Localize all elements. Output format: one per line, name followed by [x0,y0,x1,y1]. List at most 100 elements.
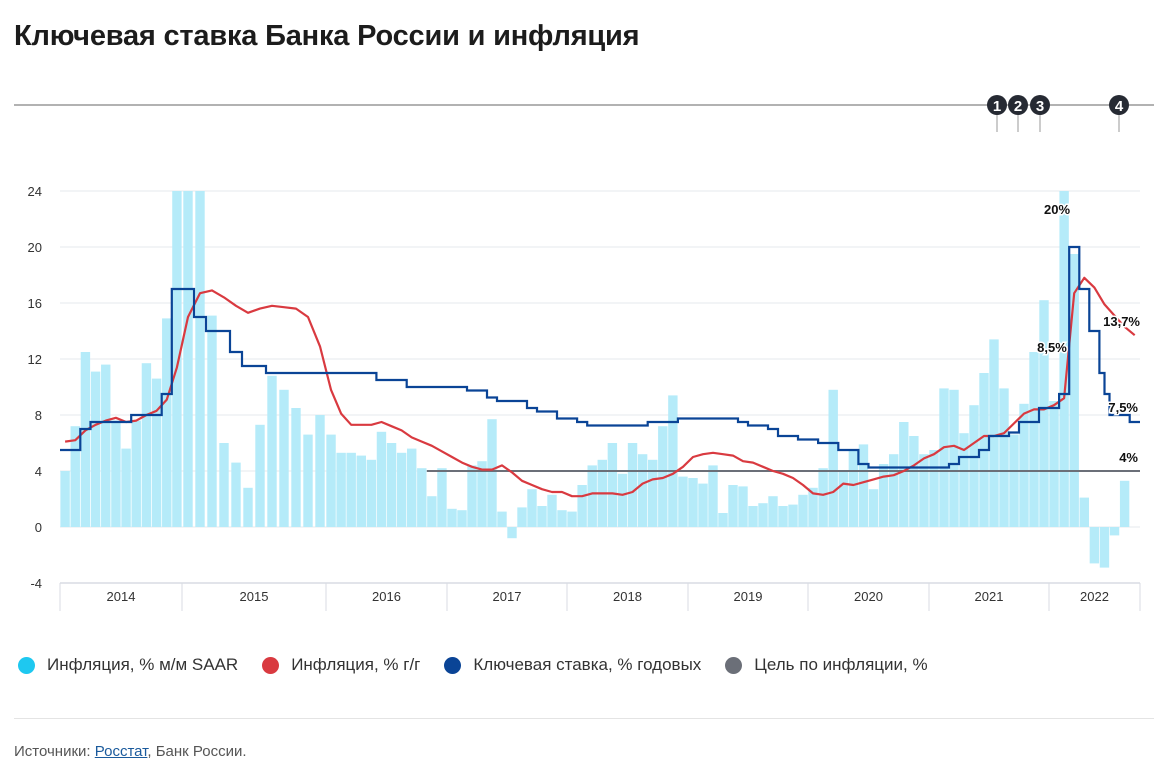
bar-mom-saar [557,510,567,527]
x-year-label: 2021 [975,589,1004,604]
bar-mom-saar [231,462,241,527]
bar-mom-saar [1109,527,1120,536]
bar-mom-saar [1009,434,1019,527]
bar-mom-saar [207,315,217,527]
rosstat-link[interactable]: Росстат [94,743,148,760]
legend-dot-icon [262,656,280,674]
line-yoy-inflation [64,276,1136,498]
bar-mom-saar [131,420,141,527]
bar-mom-saar [497,511,507,527]
bar-mom-saar [969,405,979,527]
bar-mom-saar [1119,480,1130,527]
bar-mom-saar [326,434,336,527]
bar-mom-saar [90,371,101,527]
bar-mom-saar [1039,300,1049,527]
bar-mom-saar [487,419,497,527]
annotation-label: 13,7% [1103,314,1140,329]
bar-mom-saar [467,465,477,527]
bar-mom-saar [999,388,1009,527]
bar-mom-saar [267,375,277,527]
x-year-label: 2022 [1080,589,1109,604]
bar-mom-saar [698,483,708,527]
y-tick-label: 24 [28,184,42,199]
bar-mom-saar [818,468,828,527]
y-tick-label: 16 [28,296,42,311]
legend-item-mom-saar[interactable]: Инфляция, % м/м SAAR [18,655,238,675]
bar-mom-saar [121,448,131,527]
annotation-label: 4% [1119,450,1138,465]
bar-mom-saar [141,363,152,527]
bar-mom-saar [517,507,527,527]
bar-mom-saar [1089,527,1100,564]
bar-mom-saar [939,388,949,527]
legend-item-yoy[interactable]: Инфляция, % г/г [262,655,420,675]
bar-mom-saar [315,415,325,527]
annotation-label: 20% [1044,202,1070,217]
divider [14,718,1154,719]
bar-mom-saar [303,434,313,527]
bar-mom-saar [848,450,859,527]
legend-label: Цель по инфляции, % [754,655,928,674]
bar-mom-saar [919,454,929,527]
bar-mom-saar [346,452,356,527]
legend-item-key-rate[interactable]: Ключевая ставка, % годовых [444,655,701,675]
bar-mom-saar [80,352,91,527]
bar-mom-saar [336,452,346,527]
bar-mom-saar [376,431,387,527]
y-tick-label: -4 [30,576,42,591]
x-year-label: 2020 [854,589,883,604]
bar-mom-saar [507,527,517,539]
legend-item-target[interactable]: Цель по инфляции, % [725,655,928,675]
bar-mom-saar [889,454,899,527]
bar-mom-saar [1029,352,1039,527]
marker-label[interactable]: 2 [1014,98,1022,115]
bar-mom-saar [1099,527,1110,568]
bar-mom-saar [366,459,377,527]
bar-mom-saar [929,450,939,527]
bar-mom-saar [688,478,698,527]
bar-mom-saar [1069,254,1079,527]
bar-mom-saar [718,513,728,527]
legend-dot-icon [444,656,462,674]
bar-mom-saar [70,426,80,527]
marker-label[interactable]: 4 [1115,98,1124,115]
annotation-label: 8,5% [1037,340,1067,355]
bar-mom-saar [1019,403,1029,527]
x-year-label: 2016 [372,589,401,604]
bar-mom-saar [407,448,417,527]
bar-mom-saar [255,424,265,527]
y-tick-label: 4 [35,464,42,479]
x-year-label: 2014 [107,589,136,604]
bar-mom-saar [658,426,668,527]
legend-label: Ключевая ставка, % годовых [473,655,702,674]
bar-mom-saar [427,496,437,527]
bar-mom-saar [788,504,798,527]
bar-mom-saar [162,318,172,527]
bar-mom-saar [396,452,407,527]
bar-mom-saar [60,471,70,527]
marker-4-badge [1109,95,1129,115]
line-key-rate [60,245,1140,469]
bar-mom-saar [1059,191,1069,527]
bar-mom-saar [537,506,547,527]
x-year-label: 2018 [613,589,642,604]
bar-mom-saar [648,459,658,527]
bar-mom-saar [858,444,869,527]
marker-label[interactable]: 1 [993,98,1001,115]
bar-mom-saar [728,485,738,527]
bar-mom-saar [808,487,818,527]
bar-mom-saar [878,464,889,527]
bar-mom-saar [195,191,205,527]
bar-mom-saar [279,389,289,527]
bar-mom-saar [172,191,182,527]
marker-3-badge [1030,95,1050,115]
marker-label[interactable]: 3 [1036,98,1044,115]
bar-mom-saar [547,494,557,527]
x-year-label: 2015 [240,589,269,604]
bar-mom-saar [577,485,587,527]
annotation-label: 7,5% [1108,400,1138,415]
bar-mom-saar [447,508,457,527]
sources-suffix: , Банк России. [147,743,247,760]
bar-mom-saar [1049,401,1059,527]
